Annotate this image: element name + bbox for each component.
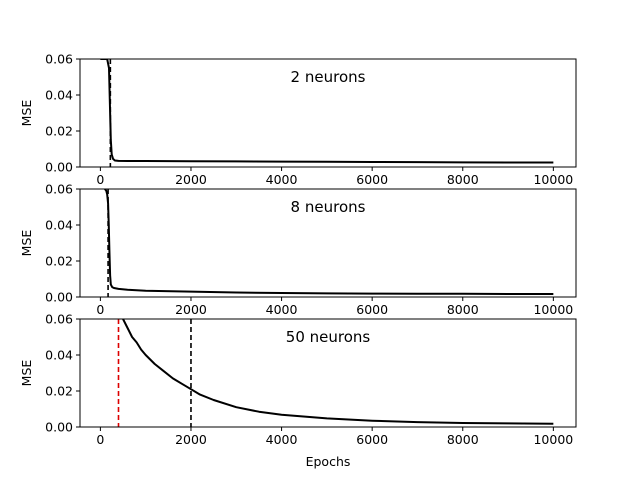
x-tick-label: 8000 <box>447 172 479 187</box>
x-tick-label: 10000 <box>533 432 573 447</box>
x-tick-label: 2000 <box>175 432 207 447</box>
x-tick-label: 4000 <box>266 172 298 187</box>
subplot-annotation: 50 neurons <box>286 328 371 346</box>
x-tick-label: 2000 <box>175 172 207 187</box>
y-tick-label: 0.04 <box>45 218 73 233</box>
y-tick-label: 0.02 <box>45 254 73 269</box>
x-tick-label: 10000 <box>533 172 573 187</box>
y-tick-label: 0.00 <box>45 290 73 305</box>
y-tick-label: 0.04 <box>45 348 73 363</box>
subplot-1: 0 2000 4000 6000 8000 10000 0.00 0.02 0.04 0.06 MS… <box>19 52 577 187</box>
x-tick-label: 8000 <box>447 302 479 317</box>
x-tick-label: 2000 <box>175 302 207 317</box>
y-axis-label: MSE <box>19 100 34 127</box>
x-tick-label: 6000 <box>356 432 388 447</box>
y-tick-label: 0.02 <box>45 384 73 399</box>
series-line-1 <box>100 59 554 164</box>
y-tick-label: 0.06 <box>45 182 73 197</box>
axes-frame <box>79 318 577 428</box>
y-axis-label: MSE <box>19 230 34 257</box>
y-tick-label: 0.00 <box>45 160 73 175</box>
axes-frame <box>79 58 577 168</box>
y-tick-label: 0.02 <box>45 124 73 139</box>
x-tick-label: 6000 <box>356 172 388 187</box>
axes-frame <box>79 188 577 298</box>
x-tick-label: 0 <box>96 432 104 447</box>
x-tick-label: 0 <box>96 172 104 187</box>
subplot-annotation: 8 neurons <box>291 198 366 216</box>
x-tick-label: 10000 <box>533 302 573 317</box>
x-tick-label: 6000 <box>356 302 388 317</box>
x-tick-label: 8000 <box>447 432 479 447</box>
x-tick-label: 0 <box>96 302 104 317</box>
subplot-annotation: 2 neurons <box>291 68 366 86</box>
y-tick-label: 0.00 <box>45 420 73 435</box>
y-tick-label: 0.04 <box>45 88 73 103</box>
y-axis-label: MSE <box>19 360 34 387</box>
subplot-2: 0 2000 4000 6000 8000 10000 0.00 0.02 0.04 0.06 MS… <box>19 182 577 317</box>
subplot-3: 0 2000 4000 6000 8000 10000 0.00 0.02 0.04 0.06 MS… <box>19 312 577 469</box>
x-axis-label: Epochs <box>306 454 351 469</box>
y-tick-label: 0.06 <box>45 52 73 67</box>
y-tick-label: 0.06 <box>45 312 73 327</box>
x-tick-label: 4000 <box>266 302 298 317</box>
series-line-1 <box>122 319 554 425</box>
x-tick-label: 4000 <box>266 432 298 447</box>
